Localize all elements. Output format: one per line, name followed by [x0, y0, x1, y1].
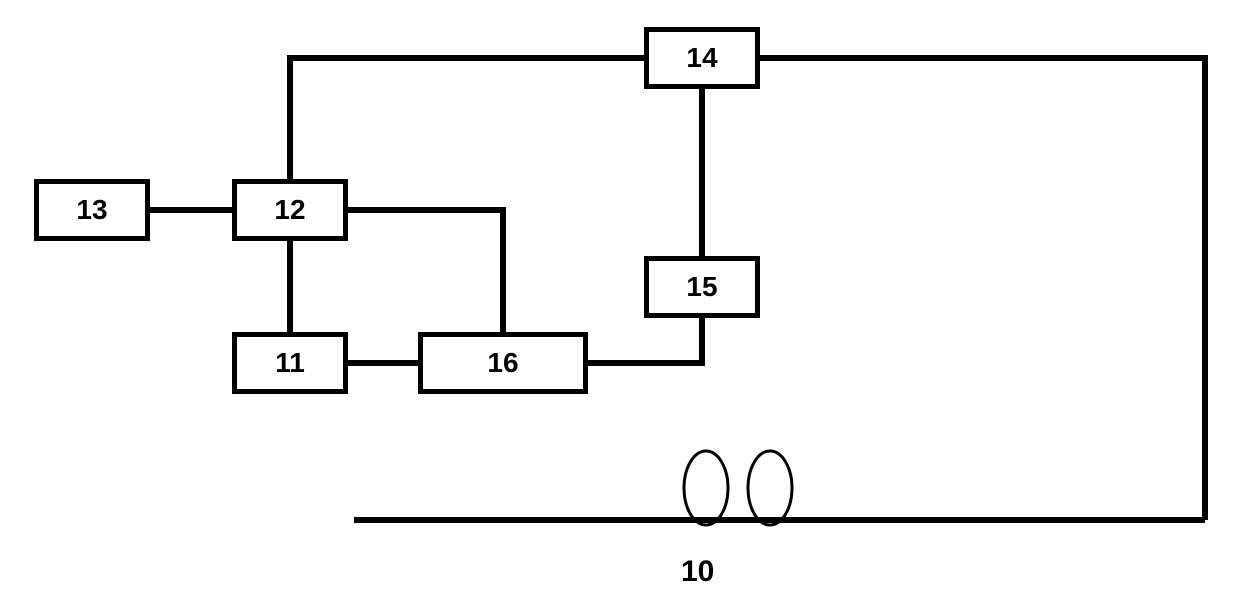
ground-ellipse-0 — [684, 451, 728, 525]
ground-ellipse-1 — [748, 451, 792, 525]
node-label: 16 — [487, 347, 518, 379]
node-n16: 16 — [418, 332, 588, 394]
node-label: 14 — [686, 42, 717, 74]
node-n11: 11 — [232, 332, 348, 394]
ground-label: 10 — [681, 555, 714, 589]
diagram-canvas: 10 13 12 11 16 15 14 — [0, 0, 1240, 607]
node-n13: 13 — [34, 179, 150, 241]
edge-n12-n16 — [348, 210, 503, 332]
edge-n14-ground — [760, 58, 1205, 520]
edge-n15-n16 — [588, 318, 702, 363]
node-n15: 15 — [644, 256, 760, 318]
edges-layer — [0, 0, 1240, 607]
node-label: 11 — [275, 347, 305, 379]
node-label: 13 — [76, 194, 107, 226]
node-label: 15 — [686, 271, 717, 303]
node-n14: 14 — [644, 27, 760, 89]
node-label: 12 — [274, 194, 305, 226]
edge-n12-n14 — [290, 58, 644, 179]
node-n12: 12 — [232, 179, 348, 241]
